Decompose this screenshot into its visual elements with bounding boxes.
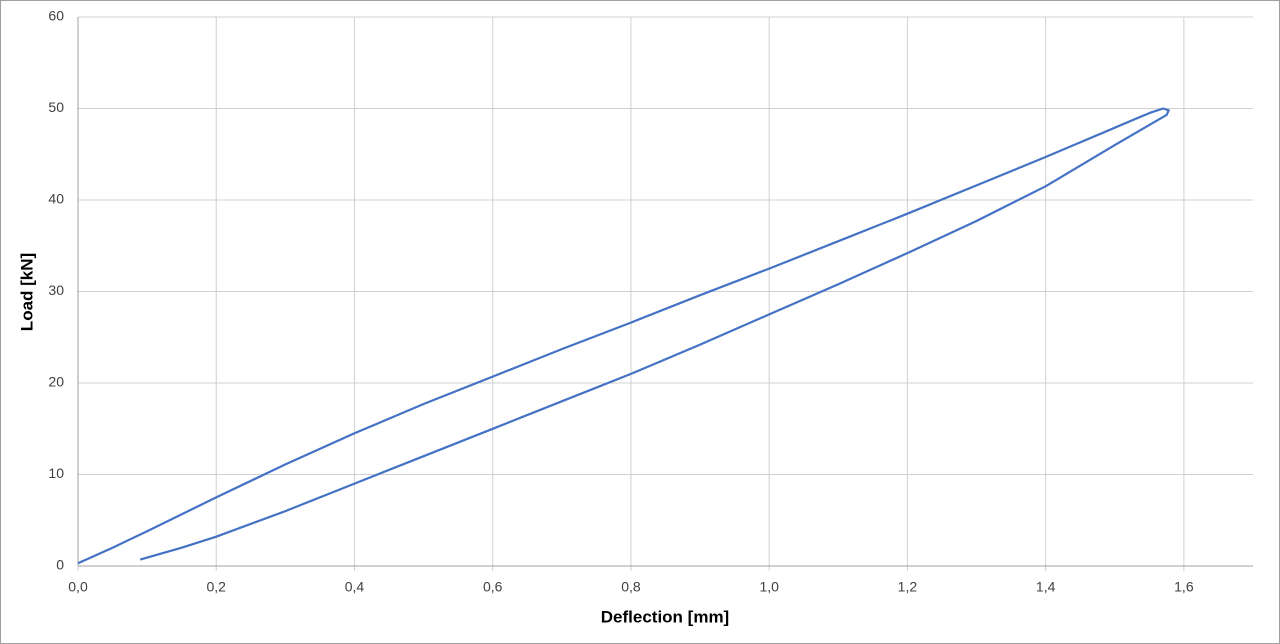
x-tick-label: 1,4 (1036, 579, 1056, 595)
x-tick-label: 0,2 (207, 579, 227, 595)
x-tick-label: 0,4 (345, 579, 365, 595)
y-tick-label: 50 (48, 99, 64, 115)
x-tick-label: 1,2 (898, 579, 918, 595)
y-tick-label: 0 (56, 557, 64, 573)
x-tick-label: 1,6 (1174, 579, 1194, 595)
y-tick-label: 40 (48, 191, 64, 207)
x-tick-label: 0,0 (68, 579, 88, 595)
x-tick-label: 0,8 (621, 579, 641, 595)
y-tick-label: 10 (48, 465, 64, 481)
x-tick-label: 1,0 (759, 579, 779, 595)
y-tick-label: 60 (48, 8, 64, 24)
x-tick-label: 0,6 (483, 579, 503, 595)
y-tick-label: 20 (48, 374, 64, 390)
line-series (77, 107, 1170, 565)
y-tick-label: 30 (48, 282, 64, 298)
y-axis-title: Load [kN] (17, 253, 36, 331)
x-axis-title: Deflection [mm] (601, 607, 729, 626)
